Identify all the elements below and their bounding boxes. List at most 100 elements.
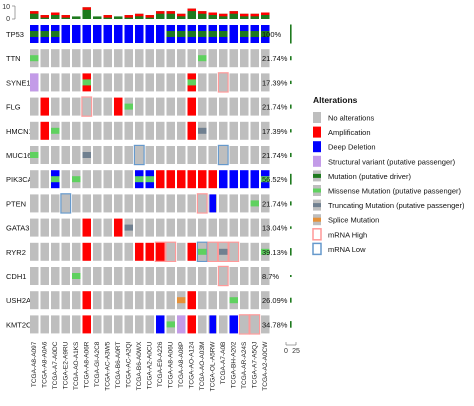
- oncoprint-cell: [240, 194, 249, 213]
- deletion-mark: [209, 315, 216, 334]
- cell-background: [240, 170, 249, 189]
- cell-background: [124, 146, 133, 164]
- oncoprint-cell: [40, 146, 49, 164]
- oncoprint-cell: [93, 73, 102, 92]
- oncoprint-cell: [114, 218, 123, 237]
- missense-mark: [198, 248, 207, 255]
- oncoprint-cell: [261, 25, 270, 43]
- oncoprint-cell: [166, 49, 175, 68]
- cell-background: [219, 97, 228, 116]
- oncoprint-cell: [82, 73, 91, 92]
- cell-background: [229, 49, 238, 68]
- cell-background: [198, 291, 207, 310]
- cell-background: [198, 315, 207, 334]
- sample-label: TCGA-BH-A202: [231, 341, 238, 388]
- cell-background: [114, 242, 123, 261]
- oncoprint-cell: [250, 97, 259, 116]
- driver-mutation-mark: [219, 31, 228, 37]
- oncoprint-cell: [145, 242, 154, 261]
- oncoprint-cell: [229, 170, 238, 189]
- cell-background: [72, 121, 81, 140]
- sample-label: TCGA-A8-A06U: [168, 341, 175, 388]
- sample-labels: TCGA-A8-A097 TCGA-A8-A0A6 TCGA-A7-A0DC TCGA…: [31, 341, 269, 392]
- cell-background: [103, 315, 112, 334]
- oncoprint-cell: [229, 267, 238, 285]
- oncoprint-cell: [40, 73, 49, 92]
- oncoprint-cell: [177, 315, 186, 334]
- sample-label: TCGA-A8-A0A6: [42, 341, 49, 388]
- oncoprint-cell: [40, 194, 49, 213]
- cell-background: [145, 121, 154, 140]
- oncoprint-cell: [187, 121, 196, 140]
- oncoprint-cell: [51, 315, 60, 334]
- oncoprint-cell: [135, 267, 144, 285]
- oncoprint-cell: [135, 25, 144, 43]
- cell-background: [135, 49, 144, 68]
- summary-bar-segment: [177, 13, 186, 17]
- cell-background: [51, 73, 60, 92]
- cell-background: [61, 146, 70, 164]
- missense-mark: [187, 79, 196, 86]
- cell-background: [261, 97, 270, 116]
- summary-bar: [51, 12, 60, 19]
- oncoprint-cell: [240, 242, 249, 261]
- sample-label: TCGA-A7-A0DC: [52, 341, 59, 389]
- driver-mutation-mark: [51, 31, 60, 37]
- cell-background: [51, 267, 60, 285]
- cell-background: [250, 73, 259, 92]
- legend-swatch: [313, 112, 321, 123]
- truncating-mark: [82, 152, 91, 158]
- oncoprint-cell: [72, 25, 81, 43]
- oncoprint-cell: [177, 194, 186, 213]
- summary-bar: [93, 16, 102, 19]
- oncoprint-cell: [177, 73, 186, 92]
- oncoprint-cell: [135, 121, 144, 140]
- cell-background: [103, 170, 112, 189]
- cell-background: [240, 194, 249, 213]
- cell-background: [82, 97, 91, 116]
- sample-label: TCGA-A7-A5QJ: [252, 342, 259, 389]
- oncoprint-cell: [135, 194, 144, 213]
- oncoprint-cell: [196, 241, 208, 263]
- cell-background: [166, 291, 175, 310]
- gene-label: RYR2: [6, 248, 26, 257]
- row-frequency-bar: [290, 297, 292, 303]
- oncoprint-cell: [103, 194, 112, 213]
- cell-background: [135, 315, 144, 334]
- oncoprint-cell: [208, 73, 217, 92]
- summary-axis-min-label: 0: [6, 16, 10, 23]
- oncoprint-cell: [249, 314, 261, 335]
- oncoprint-cell: [208, 121, 217, 140]
- oncoprint-cell: [30, 194, 39, 213]
- oncoprint-cell: [166, 267, 175, 285]
- oncoprint-cell: [103, 242, 112, 261]
- side-axis-label-max: 25: [292, 348, 300, 355]
- oncoprint-cell: [208, 49, 217, 68]
- cell-background: [187, 315, 196, 334]
- oncoprint-cell: [198, 146, 207, 164]
- cell-background: [145, 218, 154, 237]
- oncoprint-cell: [240, 121, 249, 140]
- oncoprint-cell: [240, 146, 249, 164]
- cell-background: [103, 49, 112, 68]
- oncoprint-cell: [166, 291, 175, 310]
- row-frequency-bar: [290, 321, 292, 328]
- summary-bar: [82, 7, 91, 20]
- oncoprint-cell: [82, 170, 91, 189]
- summary-bar-segment: [229, 11, 238, 14]
- oncoprint-cell: [156, 121, 165, 140]
- oncoprint-cell: [82, 267, 91, 285]
- cell-background: [166, 97, 175, 116]
- cell-background: [145, 194, 154, 213]
- cell-background: [40, 49, 49, 68]
- cell-background: [135, 146, 144, 164]
- oncoprint-cell: [240, 25, 249, 43]
- oncoprint-cell: [166, 97, 175, 116]
- missense-mark: [51, 127, 60, 134]
- cell-background: [61, 194, 70, 213]
- oncoprint-cell: [40, 267, 49, 285]
- oncoprint-cell: [61, 146, 70, 164]
- cell-background: [240, 315, 249, 334]
- oncoprint-cell: [261, 49, 270, 68]
- oncoprint-cell: [219, 49, 228, 68]
